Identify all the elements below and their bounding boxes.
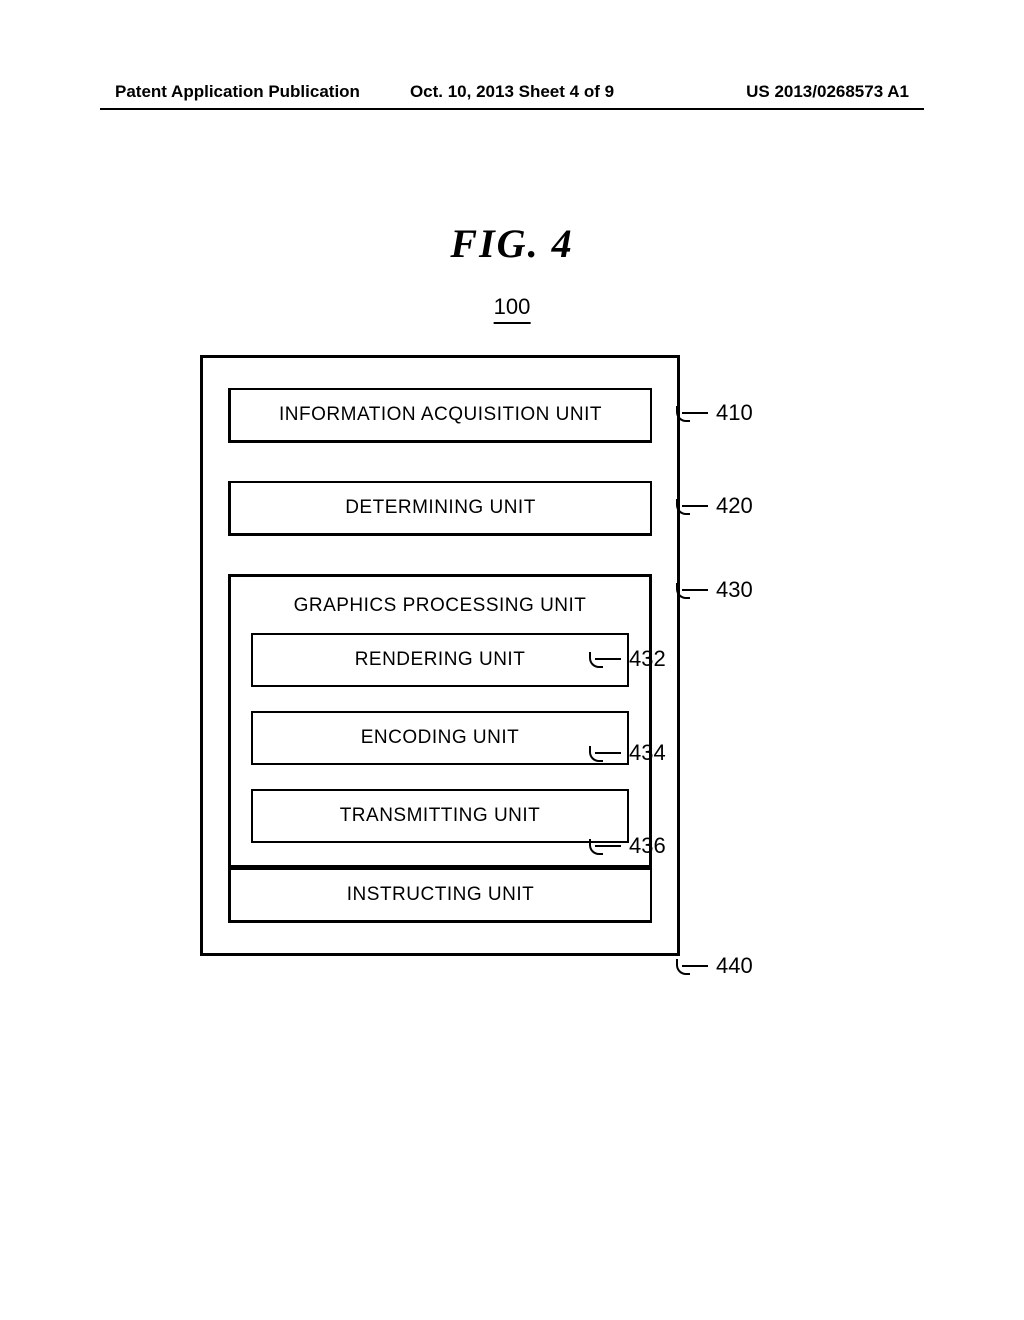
block-432: RENDERING UNIT <box>251 633 629 687</box>
leader-tick <box>682 589 708 591</box>
block-432-label: RENDERING UNIT <box>355 649 526 670</box>
leader-tick <box>682 505 708 507</box>
block-436-label: TRANSMITTING UNIT <box>340 805 541 826</box>
block-410: INFORMATION ACQUISITION UNIT <box>228 388 652 443</box>
leader-432-ref: 432 <box>629 646 666 672</box>
block-434: ENCODING UNIT <box>251 711 629 765</box>
header-left: Patent Application Publication <box>115 82 360 102</box>
leader-tick <box>595 658 621 660</box>
leader-tick <box>682 965 708 967</box>
leader-434: 434 <box>595 740 666 766</box>
block-420: DETERMINING UNIT <box>228 481 652 536</box>
leader-tick <box>595 845 621 847</box>
leader-tick <box>595 752 621 754</box>
block-430: GRAPHICS PROCESSING UNIT RENDERING UNIT … <box>228 574 652 868</box>
header-right: US 2013/0268573 A1 <box>746 82 909 102</box>
leader-434-ref: 434 <box>629 740 666 766</box>
leader-tick <box>682 412 708 414</box>
leader-420-ref: 420 <box>716 493 753 519</box>
figure-refnum: 100 <box>494 294 531 324</box>
block-410-label: INFORMATION ACQUISITION UNIT <box>279 404 602 425</box>
page: Patent Application Publication Oct. 10, … <box>0 0 1024 1320</box>
block-440-label: INSTRUCTING UNIT <box>347 884 534 905</box>
leader-436: 436 <box>595 833 666 859</box>
leader-440: 440 <box>682 953 753 979</box>
leader-430: 430 <box>682 577 753 603</box>
gap <box>251 687 629 711</box>
figure-refnum-text: 100 <box>494 294 531 319</box>
leader-410: 410 <box>682 400 753 426</box>
leader-410-ref: 410 <box>716 400 753 426</box>
block-420-label: DETERMINING UNIT <box>345 497 536 518</box>
block-436: TRANSMITTING UNIT <box>251 789 629 843</box>
header-rule <box>100 108 924 110</box>
leader-436-ref: 436 <box>629 833 666 859</box>
leader-432: 432 <box>595 646 666 672</box>
gap <box>251 765 629 789</box>
block-434-label: ENCODING UNIT <box>361 727 520 748</box>
block-440: INSTRUCTING UNIT <box>228 868 652 923</box>
header-center: Oct. 10, 2013 Sheet 4 of 9 <box>410 82 614 102</box>
gap <box>228 536 652 574</box>
figure-refnum-underline <box>494 322 531 324</box>
block-430-label: GRAPHICS PROCESSING UNIT <box>251 589 629 633</box>
leader-430-ref: 430 <box>716 577 753 603</box>
leader-420: 420 <box>682 493 753 519</box>
figure-label: FIG. 4 <box>450 220 573 267</box>
leader-440-ref: 440 <box>716 953 753 979</box>
gap <box>228 443 652 481</box>
page-header: Patent Application Publication Oct. 10, … <box>0 82 1024 102</box>
